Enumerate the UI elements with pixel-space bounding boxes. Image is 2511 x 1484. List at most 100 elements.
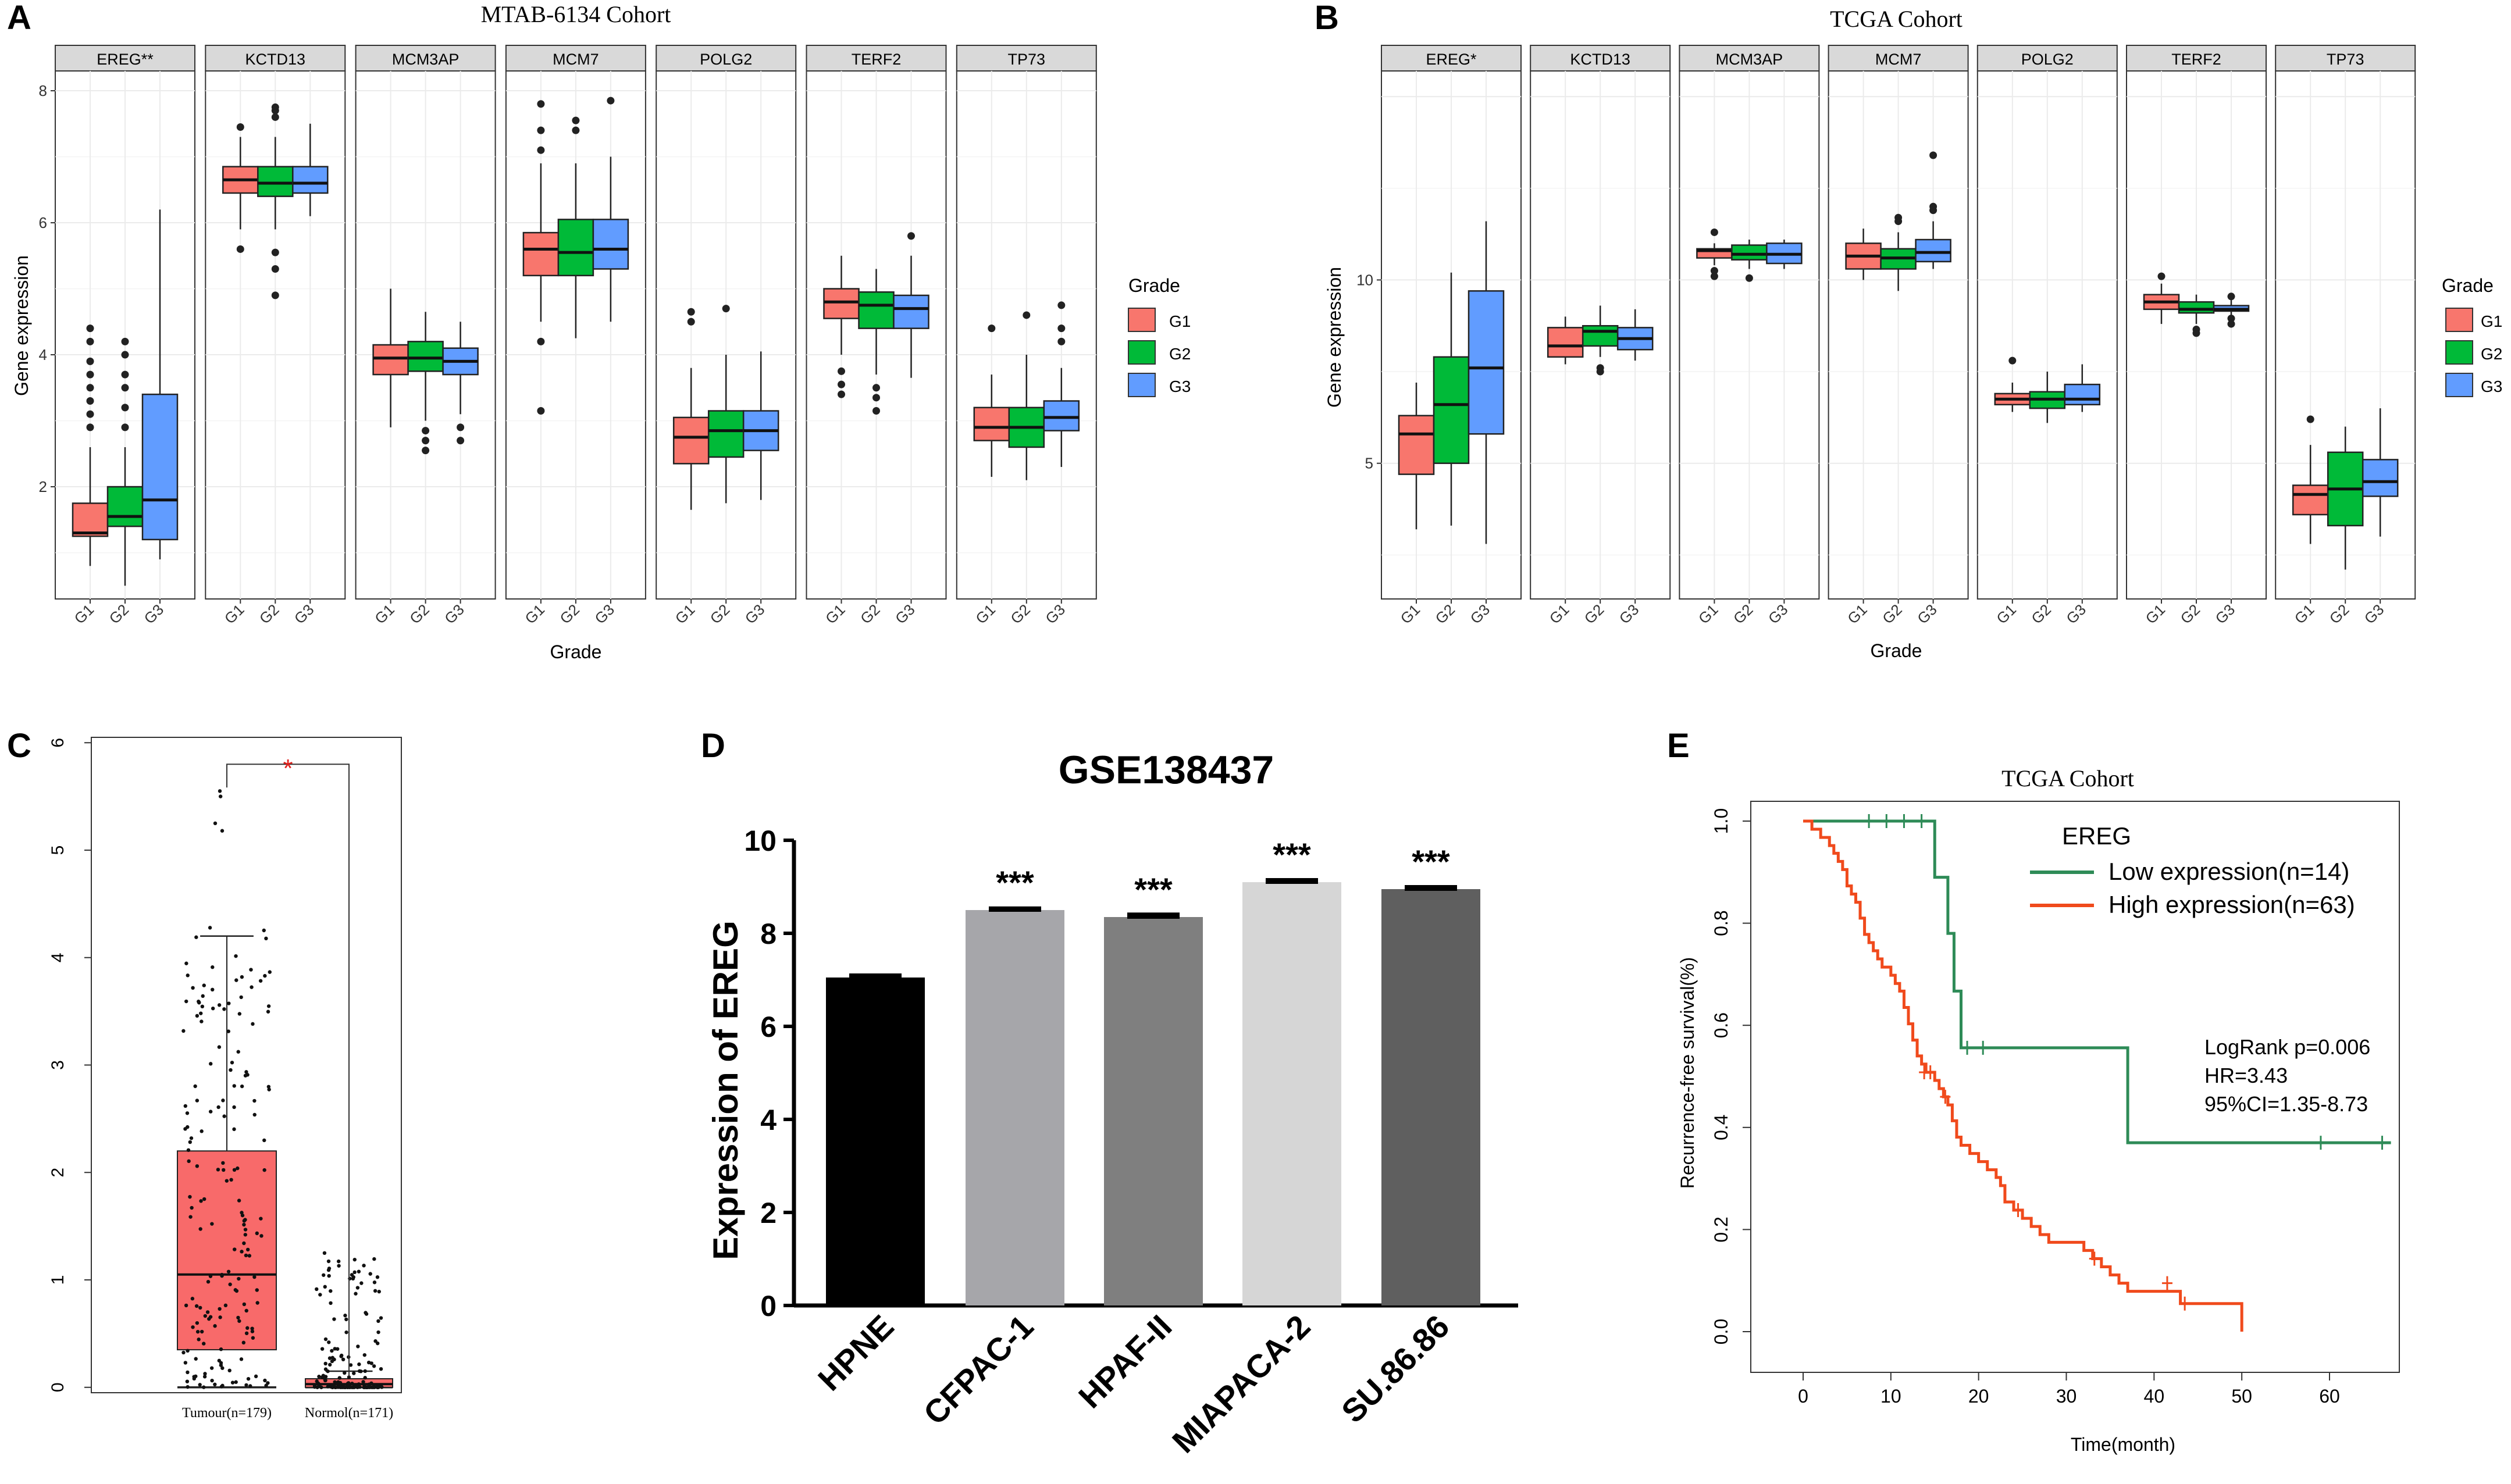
- censor-mark: [1962, 1040, 1973, 1055]
- outlier-point: [271, 113, 279, 121]
- jitter-point: [315, 1287, 319, 1292]
- jitter-point: [377, 1289, 381, 1294]
- outlier-point: [687, 308, 695, 316]
- outlier-point: [86, 397, 94, 405]
- jitter-point: [192, 1376, 197, 1381]
- jitter-point: [350, 1381, 354, 1386]
- jitter-point: [195, 1329, 200, 1334]
- jitter-point: [187, 1159, 191, 1164]
- jitter-point: [255, 1288, 259, 1292]
- jitter-point: [222, 1168, 226, 1172]
- outlier-point: [537, 100, 545, 108]
- jitter-point: [186, 1385, 190, 1389]
- jitter-point: [245, 1247, 250, 1252]
- jitter-point: [198, 1383, 202, 1387]
- outlier-point: [121, 370, 129, 379]
- box: [106, 486, 144, 527]
- significance-label: ***: [996, 864, 1034, 901]
- box: [1433, 356, 1470, 464]
- jitter-point: [251, 1022, 255, 1026]
- jitter-point: [202, 983, 206, 987]
- jitter-point: [213, 1324, 217, 1328]
- censor-mark: [2315, 1136, 2326, 1150]
- box: [1398, 415, 1435, 475]
- facet-label: TERF2: [2171, 51, 2221, 68]
- bar: [826, 978, 925, 1305]
- jitter-point: [336, 1347, 340, 1351]
- censor-mark: [1881, 814, 1892, 828]
- jitter-point: [262, 1138, 266, 1143]
- jitter-point: [240, 975, 244, 979]
- jitter-point: [375, 1385, 380, 1389]
- jitter-point: [236, 1050, 240, 1054]
- box: [893, 294, 929, 329]
- x-tick-label: 30: [2056, 1386, 2077, 1407]
- plot-frame: [1750, 801, 2400, 1373]
- panel-b-title: TCGA Cohort: [1830, 6, 1963, 32]
- jitter-point: [208, 926, 212, 930]
- jitter-point: [236, 1315, 240, 1320]
- bar: [1381, 889, 1480, 1305]
- censor-mark: [2377, 1136, 2388, 1150]
- outlier-point: [121, 337, 129, 345]
- outlier-point: [1057, 301, 1066, 309]
- y-tick-label: 2: [39, 478, 47, 495]
- y-tick-label: 5: [1365, 455, 1373, 472]
- jitter-point: [372, 1257, 376, 1261]
- jitter-point: [199, 1011, 203, 1015]
- survival-curve-low: [1803, 819, 2391, 1144]
- y-tick-label: 0: [760, 1290, 777, 1322]
- jitter-point: [191, 986, 195, 990]
- box: [2178, 301, 2215, 314]
- jitter-point: [188, 1140, 192, 1144]
- jitter-point: [372, 1364, 376, 1368]
- facet-strip: [956, 45, 1097, 72]
- legend-key-g1: [1128, 308, 1156, 332]
- jitter-point: [259, 1217, 263, 1221]
- box: [557, 219, 594, 277]
- jitter-point: [341, 1357, 346, 1362]
- facet-label: EREG*: [1426, 51, 1477, 68]
- jitter-point: [185, 1379, 190, 1383]
- legend-label-g3: G3: [2481, 377, 2502, 395]
- legend-label-high: High expression(n=63): [2108, 891, 2355, 918]
- outlier-point: [121, 351, 129, 359]
- y-tick-label: 5: [48, 846, 67, 855]
- box: [1468, 290, 1505, 435]
- jitter-point: [221, 1098, 225, 1103]
- jitter-point: [230, 1061, 234, 1065]
- jitter-point: [220, 1366, 225, 1370]
- jitter-point: [323, 1337, 328, 1342]
- y-tick-label: 4: [39, 346, 47, 363]
- panel-e-stats: LogRank p=0.006 HR=3.43 95%CI=1.35-8.73: [2204, 1035, 2370, 1116]
- censor-mark: [1899, 814, 1910, 828]
- survival-curve-high: [1803, 819, 2243, 1332]
- jitter-point: [220, 1383, 225, 1388]
- jitter-point: [236, 1166, 240, 1171]
- stat-hr: HR=3.43: [2204, 1064, 2288, 1087]
- jitter-point: [376, 1319, 380, 1324]
- censor-mark: [1940, 1090, 1951, 1104]
- jitter-point: [318, 1293, 322, 1297]
- jitter-point: [211, 987, 215, 992]
- significance-bracket: [226, 764, 350, 1377]
- jitter-point: [330, 1359, 334, 1364]
- jitter-point: [340, 1385, 344, 1389]
- panel-a-xlabel: Grade: [550, 641, 602, 662]
- jitter-point: [336, 1385, 340, 1389]
- outlier-point: [86, 423, 94, 431]
- box: [177, 1150, 277, 1351]
- jitter-point: [336, 1380, 340, 1384]
- outlier-point: [236, 245, 244, 253]
- jitter-point: [244, 1331, 249, 1336]
- jitter-point: [195, 1098, 200, 1103]
- box: [592, 219, 629, 270]
- censor-mark: [2179, 1296, 2191, 1311]
- jitter-point: [216, 1168, 220, 1172]
- jitter-point: [351, 1276, 355, 1281]
- jitter-point: [239, 1357, 244, 1361]
- jitter-point: [339, 1354, 343, 1358]
- outlier-point: [1710, 267, 1718, 275]
- jitter-point: [363, 1376, 367, 1380]
